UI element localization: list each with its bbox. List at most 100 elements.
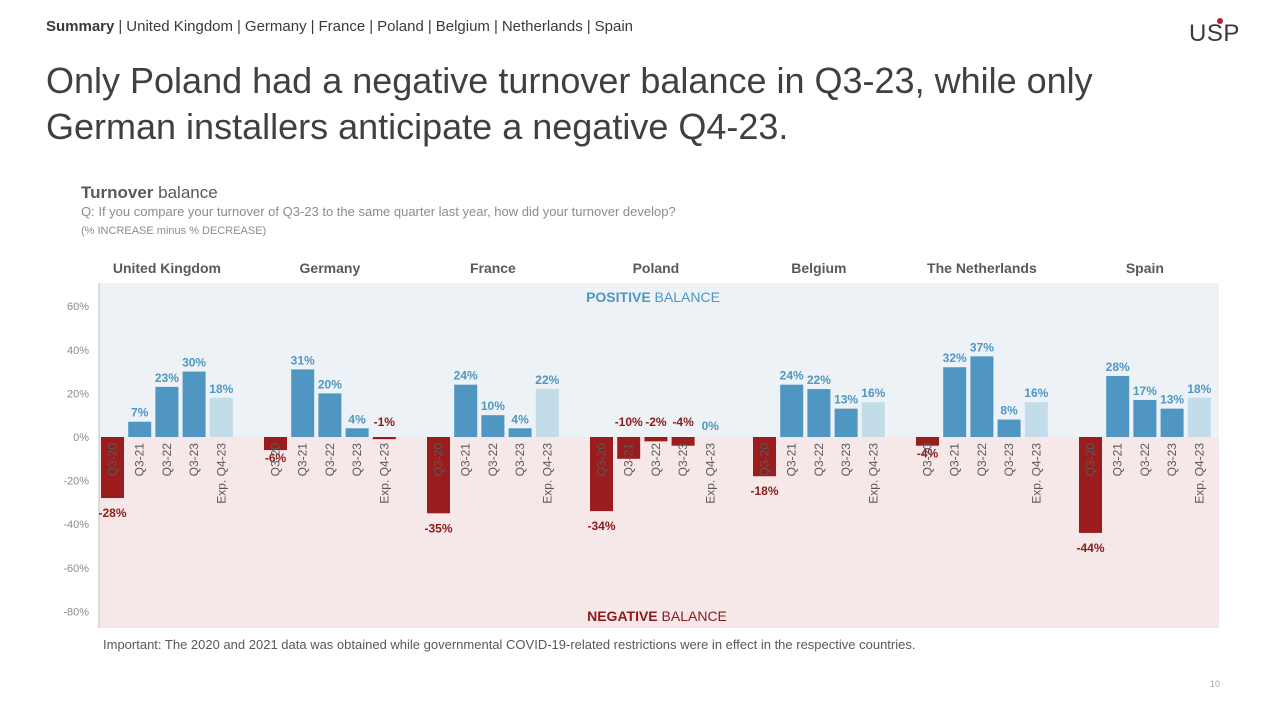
bar xyxy=(1187,397,1211,437)
negative-balance-label: NEGATIVE BALANCE xyxy=(587,608,727,624)
logo-dot xyxy=(1217,18,1223,24)
bar xyxy=(454,384,478,437)
data-label: -4% xyxy=(917,447,939,461)
data-label: 7% xyxy=(131,406,149,420)
bar xyxy=(264,437,287,451)
data-label: -6% xyxy=(265,451,287,465)
category-tick-label: Q3-23 xyxy=(1002,443,1016,477)
bar xyxy=(617,437,641,459)
data-label: -10% xyxy=(615,415,643,429)
bar xyxy=(590,437,613,512)
bar xyxy=(1133,399,1157,437)
data-label: 31% xyxy=(291,353,315,367)
country-header: United Kingdom xyxy=(113,260,221,276)
bar xyxy=(671,437,695,446)
category-tick-label: Q3-22 xyxy=(975,443,989,477)
bar xyxy=(970,356,994,437)
bar xyxy=(1079,437,1102,533)
nav-poland[interactable]: Poland xyxy=(377,18,424,35)
chart-title-rest: balance xyxy=(153,183,218,202)
nav-netherlands[interactable]: Netherlands xyxy=(501,18,583,35)
category-tick-label: Q3-21 xyxy=(133,443,147,477)
data-label: 28% xyxy=(1106,360,1130,374)
y-tick-label: 40% xyxy=(67,345,89,357)
data-label: 16% xyxy=(861,386,885,400)
y-tick-label: -80% xyxy=(63,606,89,618)
category-tick-label: Q3-21 xyxy=(459,443,473,477)
category-tick-label: Q3-22 xyxy=(649,443,663,477)
category-tick-label: Q3-20 xyxy=(1084,443,1098,477)
bar xyxy=(345,428,369,437)
y-tick-label: 0% xyxy=(73,432,89,444)
data-label: 23% xyxy=(155,371,179,385)
footnote: Important: The 2020 and 2021 data was ob… xyxy=(103,637,916,652)
bar xyxy=(1160,408,1184,437)
category-tick-label: Exp. Q4-23 xyxy=(703,443,717,504)
positive-balance-area xyxy=(99,283,1219,437)
breadcrumb-nav: Summary | United Kingdom | Germany | France | Po… xyxy=(46,18,634,35)
category-tick-label: Q3-23 xyxy=(513,443,527,477)
nav-france[interactable]: France xyxy=(318,18,366,35)
y-tick-label: 20% xyxy=(67,388,89,400)
category-tick-label: Q3-23 xyxy=(350,443,364,477)
country-header: Spain xyxy=(1126,260,1164,276)
country-header: Germany xyxy=(300,260,361,276)
category-tick-label: Q3-22 xyxy=(160,443,174,477)
category-tick-label: Q3-22 xyxy=(323,443,337,477)
page-title: Only Poland had a negative turnover bala… xyxy=(46,60,1093,147)
bar xyxy=(128,421,152,437)
y-tick-label: -60% xyxy=(63,563,89,575)
data-label: 8% xyxy=(1000,404,1018,418)
turnover-balance-chart: 60% 40% 20% 0% -20% -40% -60% -80% POSITIVE BALA… xyxy=(63,260,1219,628)
category-tick-label: Q3-22 xyxy=(812,443,826,477)
data-label: 10% xyxy=(481,399,505,413)
data-label: 37% xyxy=(970,340,994,354)
nav-belgium[interactable]: Belgium xyxy=(435,18,490,35)
data-label: -2% xyxy=(645,415,667,429)
data-label: 24% xyxy=(454,369,478,383)
bar xyxy=(508,428,532,437)
bar xyxy=(644,437,668,442)
bar xyxy=(753,437,776,477)
category-tick-label: Q3-20 xyxy=(595,443,609,477)
positive-balance-label: POSITIVE BALANCE xyxy=(586,289,720,305)
bar xyxy=(182,371,206,437)
category-tick-label: Q3-23 xyxy=(187,443,201,477)
data-label: -28% xyxy=(98,506,126,520)
chart-title-bold: Turnover xyxy=(81,183,154,202)
data-label: -1% xyxy=(374,415,396,429)
logo-text: USP xyxy=(1189,20,1240,47)
data-label: 22% xyxy=(807,373,831,387)
data-label: 24% xyxy=(780,369,804,383)
category-tick-label: Exp. Q4-23 xyxy=(1192,443,1206,504)
category-tick-label: Q3-22 xyxy=(1138,443,1152,477)
data-label: 20% xyxy=(318,377,342,391)
data-label: -35% xyxy=(424,521,452,535)
bar xyxy=(997,419,1021,437)
data-label: 18% xyxy=(209,382,233,396)
data-label: 18% xyxy=(1187,382,1211,396)
chart-title: Turnover balance xyxy=(81,183,218,203)
nav-united-kingdom[interactable]: United Kingdom xyxy=(126,18,234,35)
category-tick-label: Q3-21 xyxy=(622,443,636,477)
data-label: -34% xyxy=(587,519,615,533)
category-tick-label: Q3-21 xyxy=(948,443,962,477)
nav-spain[interactable]: Spain xyxy=(594,18,634,35)
chart-note: (% INCREASE minus % DECREASE) xyxy=(81,225,267,237)
data-label: 22% xyxy=(535,373,559,387)
category-tick-label: Exp. Q4-23 xyxy=(377,443,391,504)
category-tick-label: Q3-20 xyxy=(758,443,772,477)
data-label: 4% xyxy=(348,412,366,426)
nav-germany[interactable]: Germany xyxy=(244,18,307,35)
bar xyxy=(1106,375,1130,437)
category-tick-label: Q3-21 xyxy=(296,443,310,477)
bar xyxy=(834,408,858,437)
category-tick-label: Q3-23 xyxy=(839,443,853,477)
usp-logo: USP xyxy=(1189,18,1240,48)
nav-summary[interactable]: Summary xyxy=(46,18,115,35)
bar xyxy=(916,437,939,446)
category-tick-label: Q3-20 xyxy=(106,443,120,477)
bar xyxy=(155,386,179,437)
data-label: 17% xyxy=(1133,384,1157,398)
bar xyxy=(535,389,559,437)
